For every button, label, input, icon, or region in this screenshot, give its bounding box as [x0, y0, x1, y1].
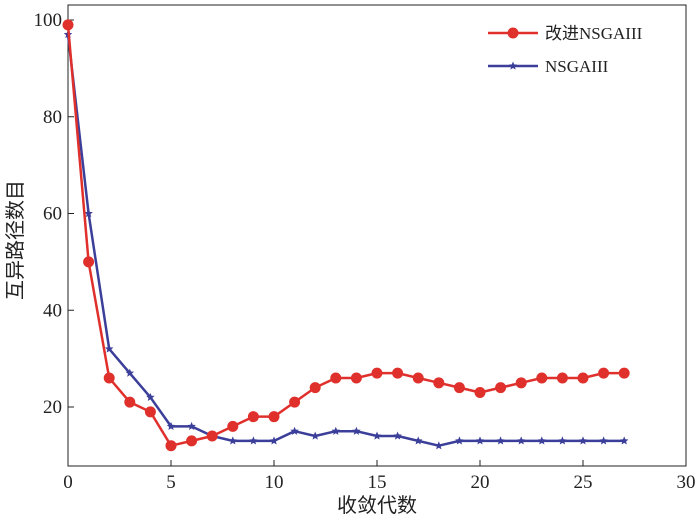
data-point: [598, 367, 610, 379]
data-point: [556, 372, 568, 384]
legend-item: NSGAIII: [488, 57, 609, 76]
data-point: [599, 436, 608, 445]
data-point: [290, 426, 299, 435]
data-point: [474, 386, 486, 398]
data-point: [536, 372, 548, 384]
data-point: [537, 436, 547, 445]
data-point: [187, 421, 196, 430]
data-point: [413, 436, 423, 445]
data-point: [496, 436, 505, 445]
data-point: [619, 436, 629, 445]
data-point: [577, 372, 589, 384]
x-tick-label: 25: [574, 472, 593, 493]
data-point: [103, 372, 115, 384]
series-nsgaiii: [63, 30, 629, 450]
data-point: [104, 344, 114, 353]
data-point: [249, 436, 258, 445]
data-point: [83, 256, 95, 268]
x-tick-label: 20: [471, 472, 490, 493]
y-tick-label: 60: [43, 204, 62, 225]
y-axis-title: 互异路径数目: [3, 180, 27, 300]
data-point: [453, 382, 465, 394]
data-point: [578, 436, 588, 445]
data-point: [269, 436, 279, 445]
data-point: [84, 209, 93, 218]
series-line: [66, 34, 625, 447]
data-point: [186, 435, 198, 447]
data-point: [289, 396, 301, 408]
data-point: [228, 436, 238, 445]
data-point: [558, 436, 567, 445]
legend-item: 改进NSGAIII: [488, 24, 643, 43]
x-axis-title: 收敛代数: [337, 493, 417, 517]
data-point: [495, 382, 507, 394]
data-point: [268, 411, 280, 423]
data-point: [146, 392, 155, 401]
data-point: [433, 377, 445, 389]
axis-ticks: 0 5 10 15 20 25 30 20 40 60 80 100: [34, 10, 696, 493]
data-point: [350, 372, 362, 384]
data-point: [392, 367, 404, 379]
legend-marker: [508, 61, 518, 70]
data-point: [515, 377, 527, 389]
legend: 改进NSGAIII NSGAIII: [488, 24, 643, 76]
series-improved-nsgaiii: [62, 19, 630, 452]
legend-label: NSGAIII: [545, 57, 609, 76]
data-point: [124, 396, 136, 408]
series-layer: [62, 19, 630, 452]
data-point: [618, 367, 630, 379]
y-tick-label: 40: [43, 300, 62, 321]
legend-marker: [507, 27, 519, 39]
data-point: [434, 441, 444, 450]
data-point: [475, 436, 485, 445]
x-tick-label: 15: [368, 472, 387, 493]
x-tick-label: 5: [166, 472, 176, 493]
data-point: [371, 367, 383, 379]
data-point: [330, 372, 342, 384]
data-point: [393, 431, 402, 440]
data-point: [352, 426, 361, 435]
data-point: [331, 426, 341, 435]
data-point: [165, 440, 177, 452]
data-point: [247, 411, 259, 423]
data-point: [372, 431, 382, 440]
data-point: [62, 19, 74, 31]
data-point: [516, 436, 526, 445]
y-tick-label: 100: [34, 10, 63, 31]
data-point: [310, 431, 320, 440]
data-point: [309, 382, 321, 394]
data-point: [227, 420, 239, 432]
series-line: [66, 24, 625, 447]
y-tick-label: 80: [43, 107, 62, 128]
data-point: [166, 421, 176, 430]
data-point: [125, 368, 135, 377]
y-tick-label: 20: [43, 397, 62, 418]
x-tick-label: 0: [63, 472, 73, 493]
x-tick-label: 30: [677, 472, 696, 493]
data-point: [412, 372, 424, 384]
legend-label: 改进NSGAIII: [545, 24, 643, 43]
data-point: [144, 406, 156, 418]
x-tick-label: 10: [265, 472, 284, 493]
data-point: [206, 430, 218, 442]
data-point: [455, 436, 464, 445]
